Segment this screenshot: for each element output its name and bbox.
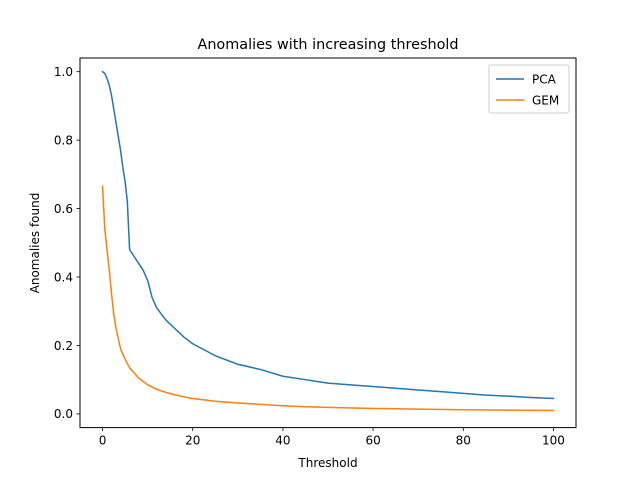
legend-label-pca: PCA <box>532 72 557 86</box>
x-tick-label: 0 <box>99 434 107 448</box>
x-tick-label: 80 <box>456 434 471 448</box>
y-tick-label: 0.4 <box>54 270 73 284</box>
x-tick-label: 40 <box>275 434 290 448</box>
y-axis-ticks: 0.0 0.2 0.4 0.6 0.8 1.0 <box>54 65 80 421</box>
y-tick-label: 1.0 <box>54 65 73 79</box>
x-axis-ticks: 0 20 40 60 80 100 <box>99 427 565 448</box>
x-tick-label: 20 <box>185 434 200 448</box>
series-line-gem <box>101 185 555 412</box>
y-tick-label: 0.2 <box>54 339 73 353</box>
y-tick-label: 0.0 <box>54 407 73 421</box>
legend-box <box>488 64 570 114</box>
y-axis-label: Anomalies found <box>28 193 42 294</box>
chart-title: Anomalies with increasing threshold <box>197 37 458 53</box>
y-tick-label: 0.6 <box>54 202 73 216</box>
y-tick-label: 0.8 <box>54 133 73 147</box>
legend: PCA GEM <box>488 64 570 114</box>
x-tick-label: 100 <box>542 434 565 448</box>
legend-label-gem: GEM <box>532 93 559 107</box>
x-axis-label: Threshold <box>297 456 357 470</box>
series-line-pca <box>101 70 555 400</box>
x-tick-label: 60 <box>365 434 380 448</box>
axes-frame <box>79 57 577 429</box>
plot-area <box>101 70 555 412</box>
